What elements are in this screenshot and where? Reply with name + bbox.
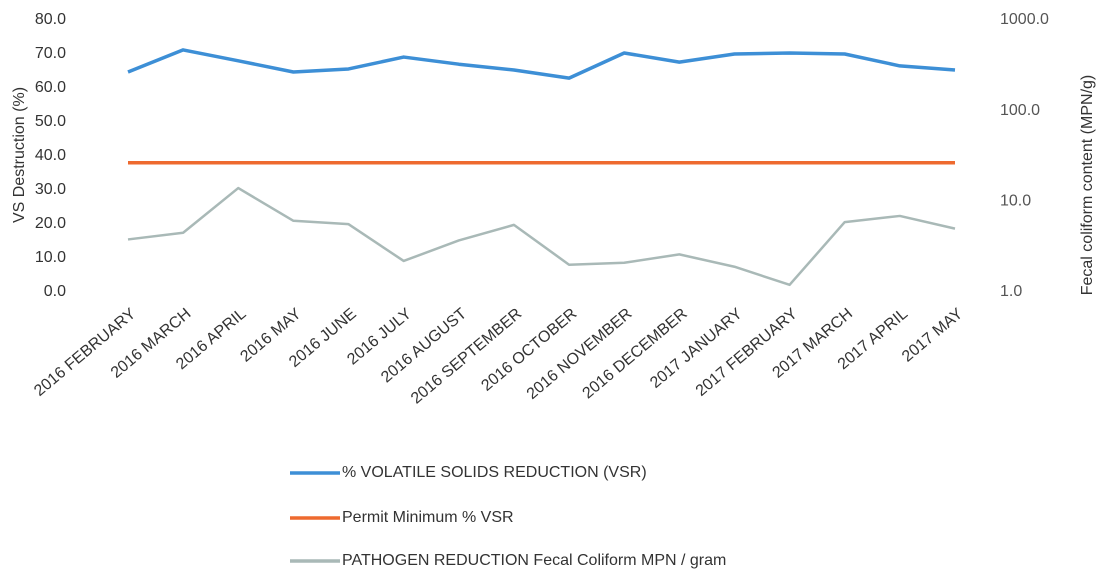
y-tick-label: 10.0 <box>35 249 66 266</box>
x-tick-label: 2016 DECEMBER <box>580 305 691 402</box>
y2-tick-label: 10.0 <box>1000 193 1031 210</box>
y-axis-title: VS Destruction (%) <box>11 87 28 223</box>
y-tick-label: 40.0 <box>35 147 66 164</box>
y-tick-label: 20.0 <box>35 215 66 232</box>
series-line <box>127 48 956 80</box>
y-tick-label: 80.0 <box>35 11 66 28</box>
y-tick-label: 70.0 <box>35 45 66 62</box>
y2-axis-title: Fecal coliform content (MPN/g) <box>1079 75 1096 296</box>
legend-label: Permit Minimum % VSR <box>342 509 514 526</box>
series-line <box>127 186 956 287</box>
y-tick-label: 0.0 <box>44 283 66 300</box>
x-tick-label: 2016 OCTOBER <box>478 305 580 394</box>
y-tick-label: 30.0 <box>35 181 66 198</box>
legend-label: % VOLATILE SOLIDS REDUCTION (VSR) <box>342 464 647 481</box>
legend-label: PATHOGEN REDUCTION Fecal Coliform MPN / … <box>342 552 726 569</box>
x-tick-label: 2017 FEBRUARY <box>693 305 801 400</box>
x-tick-label: 2017 MAY <box>899 305 967 366</box>
y2-tick-label: 100.0 <box>1000 102 1040 119</box>
x-tick-label: 2016 FEBRUARY <box>31 305 139 400</box>
y2-tick-label: 1000.0 <box>1000 11 1049 28</box>
y-tick-label: 60.0 <box>35 79 66 96</box>
y-tick-label: 50.0 <box>35 113 66 130</box>
y2-tick-label: 1.0 <box>1000 283 1022 300</box>
x-tick-label: 2017 JANUARY <box>647 305 746 392</box>
